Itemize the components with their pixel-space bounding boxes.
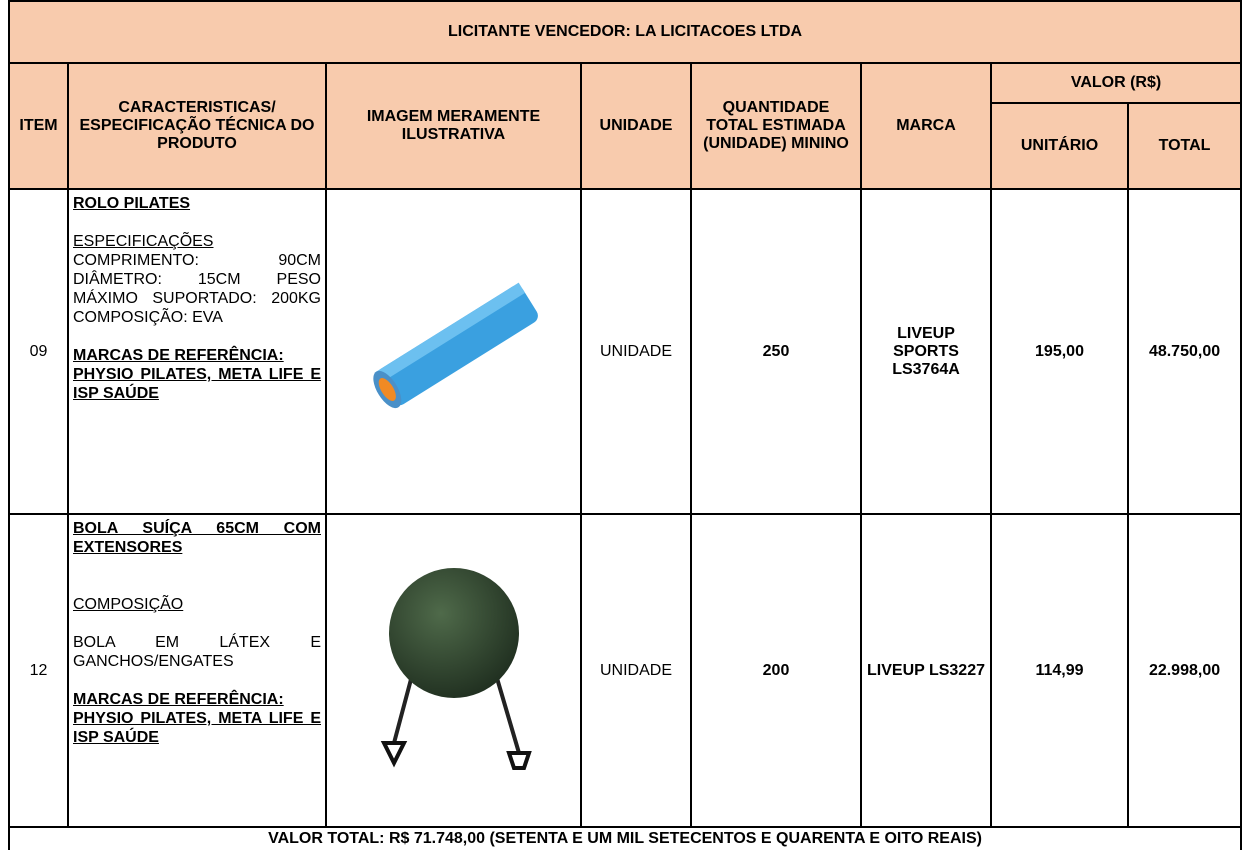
spec-label: ESPECIFICAÇÕES bbox=[73, 233, 214, 250]
qty: 200 bbox=[690, 513, 862, 828]
ref-text: PHYSIO PILATES, META LIFE E ISP SAÚDE bbox=[73, 366, 321, 402]
ref-text: PHYSIO PILATES, META LIFE E ISP SAÚDE bbox=[73, 710, 321, 746]
spec-text: COMPRIMENTO: 90CM DIÂMETRO: 15CM PESO MÁ… bbox=[73, 252, 321, 326]
spec-label: COMPOSIÇÃO bbox=[73, 596, 184, 613]
roller-image bbox=[372, 282, 538, 409]
col-spec: CARACTERISTICAS/ ESPECIFICAÇÃO TÉCNICA D… bbox=[67, 62, 327, 190]
footer-total: VALOR TOTAL: R$ 71.748,00 (SETENTA E UM … bbox=[7, 826, 1243, 850]
col-qty: QUANTIDADE TOTAL ESTIMADA (UNIDADE) MINI… bbox=[690, 62, 862, 190]
bid-table: LICITANTE VENCEDOR: LA LICITACOES LTDA I… bbox=[7, 0, 1243, 850]
total: 48.750,00 bbox=[1126, 188, 1243, 515]
col-unit: UNIDADE bbox=[580, 62, 692, 190]
qty: 250 bbox=[690, 188, 862, 515]
col-brand: MARCA bbox=[860, 62, 992, 190]
unit: UNIDADE bbox=[580, 513, 692, 828]
ball-image bbox=[380, 568, 532, 770]
image-cell bbox=[325, 188, 582, 515]
unit: UNIDADE bbox=[580, 188, 692, 515]
unit-price: 195,00 bbox=[990, 188, 1129, 515]
name: ROLO PILATES bbox=[73, 195, 191, 212]
spec: BOLA SUÍÇA 65CM COM EXTENSORES COMPOSIÇÃ… bbox=[67, 513, 327, 828]
row: 12 BOLA SUÍÇA 65CM COM EXTENSORES COMPOS… bbox=[8, 513, 1243, 828]
spec-text: BOLA EM LÁTEX E GANCHOS/ENGATES bbox=[73, 634, 321, 670]
col-image: IMAGEM MERAMENTE ILUSTRATIVA bbox=[325, 62, 582, 190]
unit-price: 114,99 bbox=[990, 513, 1129, 828]
col-unit-price: UNITÁRIO bbox=[990, 102, 1129, 190]
row: 09 ROLO PILATES ESPECIFICAÇÕES COMPRIMEN… bbox=[8, 188, 1243, 515]
item: 12 bbox=[8, 513, 69, 828]
image-cell bbox=[325, 513, 582, 828]
name: BOLA SUÍÇA 65CM COM EXTENSORES bbox=[73, 520, 321, 556]
ref-label: MARCAS DE REFERÊNCIA: bbox=[73, 347, 284, 364]
brand: LIVEUP LS3227 bbox=[860, 513, 992, 828]
total: 22.998,00 bbox=[1126, 513, 1243, 828]
item: 09 bbox=[8, 188, 69, 515]
spec: ROLO PILATES ESPECIFICAÇÕES COMPRIMENTO:… bbox=[67, 188, 327, 515]
col-value: VALOR (R$) bbox=[989, 62, 1243, 104]
title: LICITANTE VENCEDOR: LA LICITACOES LTDA bbox=[7, 0, 1243, 64]
col-total: TOTAL bbox=[1126, 102, 1243, 190]
col-item: ITEM bbox=[8, 62, 69, 190]
brand: LIVEUP SPORTS LS3764A bbox=[860, 188, 992, 515]
ref-label: MARCAS DE REFERÊNCIA: bbox=[73, 691, 284, 708]
